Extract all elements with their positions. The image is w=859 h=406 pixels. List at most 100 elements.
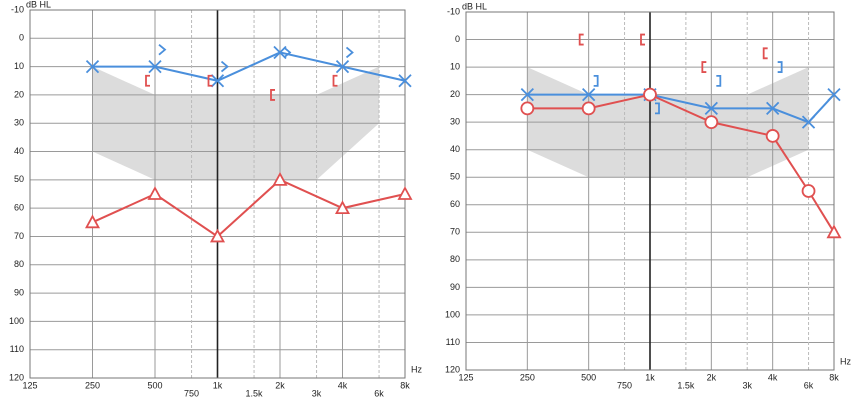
x-axis-label: Hz	[411, 364, 422, 374]
marker-bracket	[777, 61, 783, 73]
marker-cross	[766, 101, 780, 116]
marker-cross	[582, 87, 596, 102]
marker-bracket	[762, 47, 768, 60]
marker-triangle	[209, 228, 226, 243]
y-tick-label: 20	[450, 89, 460, 99]
x-tick-label: 4k	[768, 372, 778, 382]
x-tick-label: 2k	[275, 380, 285, 390]
y-tick-label: 30	[450, 117, 460, 127]
marker-bracket	[701, 61, 707, 73]
marker-chevron	[220, 60, 229, 73]
marker-cross	[85, 59, 100, 74]
x-tick-label: 8k	[829, 372, 839, 382]
y-tick-label: 120	[9, 372, 24, 382]
marker-circle	[704, 115, 719, 130]
marker-triangle	[84, 214, 101, 229]
marker-cross	[801, 115, 816, 129]
x-tick-label: 6k	[804, 380, 814, 390]
marker-bracket	[145, 74, 150, 87]
x-tick-label: 4k	[338, 380, 348, 390]
y-tick-label: 30	[14, 118, 24, 128]
marker-cross	[210, 74, 225, 88]
marker-circle	[801, 184, 816, 198]
y-tick-label: 80	[450, 254, 460, 264]
x-tick-label: 1k	[213, 380, 223, 390]
marker-bracket	[270, 89, 275, 101]
y-tick-label: 50	[450, 172, 460, 182]
marker-bracket	[716, 74, 722, 87]
marker-triangle	[826, 224, 842, 239]
marker-cross	[520, 87, 534, 102]
marker-triangle	[334, 200, 351, 215]
y-tick-label: 10	[14, 61, 24, 71]
x-axis-label: Hz	[840, 356, 851, 366]
y-tick-label: 0	[455, 34, 460, 44]
marker-cross	[704, 101, 718, 116]
marker-chevron	[345, 46, 354, 59]
x-tick-label: 250	[85, 380, 100, 390]
marker-circle	[765, 129, 780, 143]
y-tick-label: 40	[450, 144, 460, 154]
marker-bracket	[655, 102, 660, 115]
plot-frame	[465, 11, 835, 371]
y-tick-label: 40	[14, 146, 24, 156]
marker-chevron	[158, 43, 167, 56]
y-axis-label: dB HL	[26, 0, 51, 9]
y-tick-label: -10	[11, 4, 24, 14]
marker-triangle	[147, 186, 163, 200]
y-tick-label: 120	[445, 364, 460, 374]
x-tick-label: 3k	[742, 380, 752, 390]
y-tick-label: 100	[9, 316, 24, 326]
y-tick-label: 90	[14, 287, 24, 297]
marker-circle	[520, 101, 535, 116]
y-tick-label: 20	[14, 89, 24, 99]
marker-bracket	[640, 33, 645, 46]
x-tick-label: 250	[520, 372, 535, 382]
x-tick-label: 500	[147, 380, 162, 390]
x-tick-label: 125	[458, 372, 473, 382]
x-tick-label: 125	[22, 380, 37, 390]
y-tick-label: 110	[10, 344, 24, 354]
x-tick-label: 1k	[645, 372, 655, 382]
x-tick-label: 6k	[374, 388, 384, 398]
y-tick-label: 70	[450, 227, 460, 237]
marker-cross	[335, 59, 350, 74]
marker-circle	[643, 87, 657, 102]
x-tick-label: 2k	[707, 372, 717, 382]
marker-bracket	[332, 74, 338, 87]
marker-bracket	[578, 33, 584, 46]
y-tick-label: 10	[450, 61, 460, 71]
marker-bracket	[207, 74, 213, 87]
x-tick-label: 750	[184, 388, 199, 398]
x-tick-label: 1.5k	[246, 388, 264, 398]
y-tick-label: 80	[14, 259, 24, 269]
marker-chevron	[283, 46, 292, 59]
marker-circle	[581, 101, 596, 116]
marker-triangle	[397, 186, 413, 200]
series-line	[92, 178, 406, 238]
y-tick-label: 60	[450, 199, 460, 209]
x-tick-label: 3k	[312, 388, 322, 398]
series-line	[92, 51, 406, 82]
x-tick-label: 500	[581, 372, 596, 382]
marker-cross	[827, 87, 841, 102]
y-tick-label: 60	[14, 203, 24, 213]
y-tick-label: -10	[447, 6, 460, 16]
x-tick-label: 8k	[400, 380, 410, 390]
x-tick-label: 750	[617, 380, 632, 390]
y-tick-label: 70	[14, 231, 24, 241]
y-axis-label: dB HL	[462, 1, 487, 11]
y-tick-label: 0	[19, 33, 24, 43]
marker-cross	[398, 74, 412, 88]
y-tick-label: 100	[445, 309, 460, 319]
marker-cross	[148, 59, 162, 74]
y-tick-label: 90	[450, 282, 460, 292]
x-tick-label: 1.5k	[677, 380, 695, 390]
marker-triangle	[272, 171, 288, 186]
y-tick-label: 50	[14, 174, 24, 184]
y-tick-label: 110	[446, 337, 460, 347]
marker-bracket	[593, 74, 599, 87]
